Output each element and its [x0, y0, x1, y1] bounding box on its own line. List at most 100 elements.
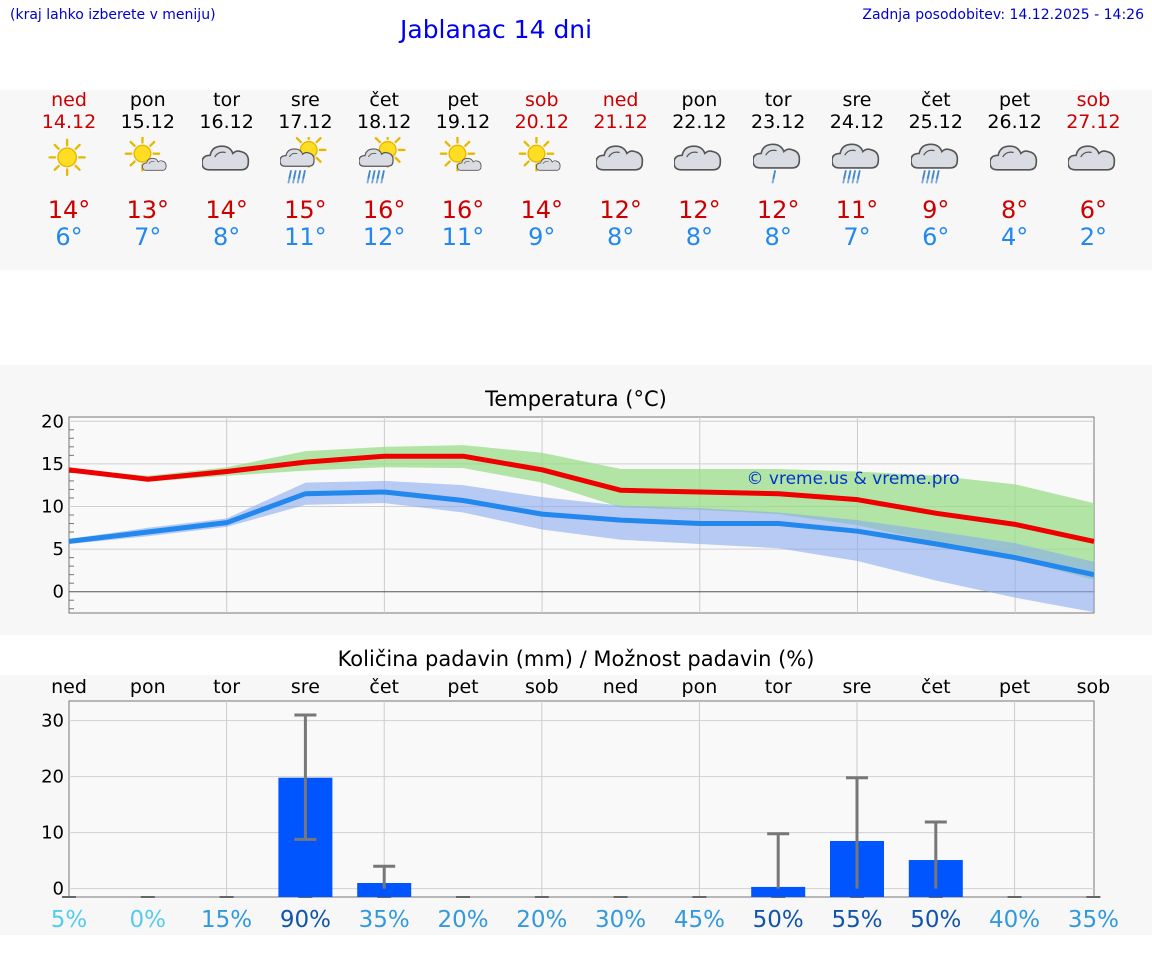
precip-day-label: sre [843, 676, 872, 698]
day-date: 24.12 [829, 111, 885, 133]
day-name: pet [998, 89, 1031, 111]
max-range-band [69, 445, 1094, 580]
day-name: sre [290, 89, 320, 111]
cloud-icon [595, 145, 643, 171]
cloud-icon [1068, 145, 1116, 171]
temperature-chart: 0 5 10 15 20 © vreme.us & vreme.pro [41, 411, 1095, 614]
precip-bar [751, 886, 806, 897]
last-updated: Zadnja posodobitev: 14.12.2025 - 14:26 [862, 7, 1144, 23]
y-tick-label: 20 [41, 767, 64, 788]
precip-probability: 5% [51, 907, 88, 933]
precip-day-label: sre [291, 676, 320, 698]
min-temperature: 11° [441, 223, 485, 251]
max-temperature: 8° [1000, 196, 1029, 224]
forecast-day: tor 16.12 14° 8° [187, 90, 267, 251]
sun-icon [48, 138, 86, 177]
precip-probability: 0% [130, 907, 167, 933]
precip-probability: 40% [989, 907, 1040, 933]
precip-day-label: sob [1077, 676, 1111, 698]
forecast-day: sre 24.12 11° 7° [817, 90, 897, 251]
day-date: 23.12 [750, 111, 806, 133]
precip-day-label: čet [369, 676, 399, 698]
day-date: 15.12 [120, 111, 175, 133]
min-temperature: 8° [212, 223, 241, 251]
min-temperature: 11° [284, 223, 327, 251]
min-temperature: 2° [1079, 223, 1108, 251]
precip-probability: 50% [910, 907, 961, 933]
day-name: ned [51, 89, 87, 111]
min-temperature: 8° [764, 223, 792, 251]
max-temperature: 12° [678, 196, 721, 224]
precip-probability: 50% [753, 907, 804, 933]
cloud-rain-icon [832, 143, 880, 184]
precip-bar [357, 883, 412, 897]
forecast-day: čet 18.12 16° 12° [344, 90, 424, 251]
forecast-day: sob 27.12 6° 2° [1053, 90, 1133, 251]
precip-day-label: tor [213, 676, 240, 698]
precipitation-chart-title: Količina padavin (mm) / Možnost padavin … [337, 647, 815, 671]
max-temperature: 16° [362, 196, 406, 224]
cloud-icon [201, 145, 249, 171]
watermark: © vreme.us & vreme.pro [746, 469, 959, 489]
precip-probability: 90% [280, 907, 331, 933]
forecast-day: čet 25.12 9° 6° [896, 90, 976, 251]
y-tick-label: 10 [41, 496, 64, 517]
day-date: 21.12 [593, 111, 648, 133]
max-temperature: 12° [599, 196, 642, 224]
forecast-day: sob 20.12 14° 9° [502, 90, 582, 251]
day-date: 16.12 [199, 111, 254, 133]
day-name: sob [1076, 89, 1111, 111]
min-temperature: 6° [922, 223, 950, 251]
cloud-icon [674, 145, 722, 171]
day-date: 19.12 [435, 111, 491, 133]
max-temperature: 12° [756, 196, 800, 224]
max-temperature: 13° [126, 196, 170, 224]
forecast-day: pon 22.12 12° 8° [659, 90, 739, 251]
sun-cloud-icon [518, 137, 561, 172]
max-temperature: 16° [441, 196, 485, 224]
y-tick-label: 5 [53, 539, 64, 560]
precip-day-label: čet [921, 676, 951, 698]
min-temperature: 9° [528, 223, 556, 251]
min-temperature: 8° [685, 223, 714, 251]
forecast-day: sre 17.12 15° 11° [265, 90, 345, 251]
min-temperature-line [68, 489, 1095, 578]
min-temperature: 12° [362, 223, 406, 251]
temperature-chart-title: Temperatura (°C) [485, 387, 667, 411]
day-date: 20.12 [514, 111, 569, 133]
max-temperature: 15° [284, 196, 327, 224]
day-date: 18.12 [356, 111, 412, 133]
min-temperature: 6° [55, 223, 83, 251]
y-tick-label: 20 [41, 411, 64, 432]
precip-day-label: sob [525, 676, 559, 698]
day-date: 14.12 [41, 111, 97, 133]
precip-day-label: tor [765, 676, 792, 698]
day-date: 27.12 [1066, 111, 1121, 133]
precip-probability: 20% [437, 907, 488, 933]
precip-day-label: pon [682, 676, 718, 698]
precip-day-label: ned [51, 676, 87, 698]
max-temperature: 6° [1079, 196, 1108, 224]
forecast-day: pon 15.12 13° 7° [108, 90, 188, 251]
max-temperature: 11° [835, 196, 879, 224]
day-name: sob [525, 89, 559, 111]
min-temperature: 8° [606, 223, 635, 251]
day-date: 26.12 [987, 111, 1042, 133]
forecast-day: ned 14.12 14° 6° [29, 90, 109, 251]
max-temperature: 14° [47, 196, 91, 224]
day-name: pon [681, 89, 718, 111]
precip-probability: 35% [1068, 907, 1119, 933]
max-temperature-line [68, 453, 1095, 544]
day-name: pet [447, 89, 479, 111]
day-name: čet [921, 89, 951, 111]
precip-probability: 30% [595, 907, 646, 933]
separator-band [0, 365, 1152, 370]
precip-probability: 45% [674, 907, 725, 933]
forecast-day: pet 26.12 8° 4° [975, 90, 1055, 251]
page-title: Jablanac 14 dni [400, 15, 593, 44]
min-temperature: 7° [134, 223, 162, 251]
y-tick-label: 10 [41, 823, 64, 844]
daily-forecast-panel [0, 90, 1152, 270]
precip-day-label: pet [447, 676, 478, 698]
precip-probability: 15% [201, 907, 252, 933]
